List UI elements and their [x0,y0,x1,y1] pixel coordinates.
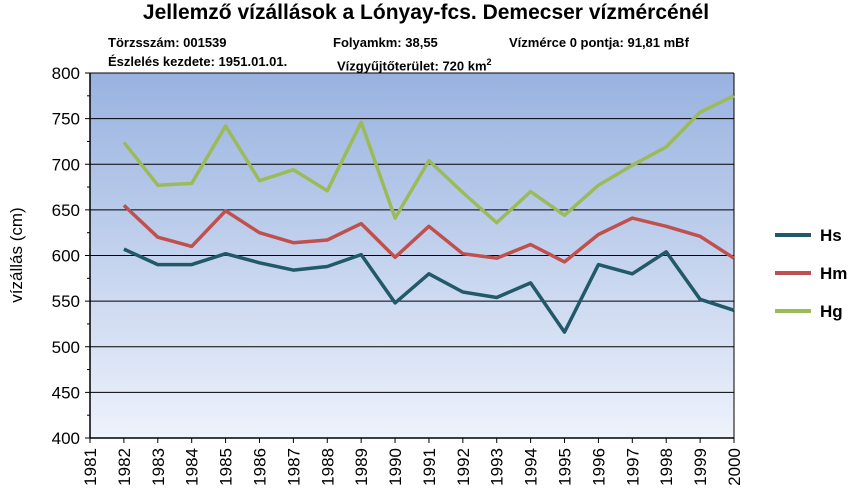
x-tick-label-1990: 1990 [386,448,405,486]
legend-label-hs: Hs [820,226,842,245]
y-tick-label-650: 650 [52,201,80,220]
x-tick-label-1985: 1985 [217,448,236,486]
axes [85,72,735,443]
series-lines [122,94,735,334]
x-tick-label-2000: 2000 [725,448,744,486]
river-km: Folyamkm: 38,55 [333,35,438,50]
x-tick-label-1983: 1983 [149,448,168,486]
x-tick-label-1999: 1999 [691,448,710,486]
y-tick-label-550: 550 [52,292,80,311]
catchment-area-unit-exponent: 2 [486,57,492,67]
series-line-hm [122,204,735,264]
legend-label-hm: Hm [820,264,847,283]
legend: Hs Hm Hg [775,226,847,321]
x-tick-labels: 1981 1982 1983 1984 1985 1986 1987 1988 1989 1990… [81,448,744,486]
chart-title: Jellemző vízállások a Lónyay-fcs. Demecs… [142,1,710,24]
x-tick-label-1988: 1988 [318,448,337,486]
catchment-area-text: Vízgyűjtőterület: 720 km [337,58,487,74]
x-tick-label-1995: 1995 [556,448,575,486]
x-tick-label-1981: 1981 [81,448,100,486]
y-tick-label-750: 750 [52,110,80,129]
gauge-zero: Vízmérce 0 pontja: 91,81 mBf [509,35,689,50]
x-tick-label-1994: 1994 [522,448,541,486]
series-line-hg [122,94,735,225]
x-tick-label-1992: 1992 [454,448,473,486]
x-tick-label-1991: 1991 [420,448,439,486]
y-tick-label-500: 500 [52,338,80,357]
y-tick-label-400: 400 [52,429,80,448]
x-tick-label-1984: 1984 [183,448,202,486]
x-tick-label-1997: 1997 [623,448,642,486]
y-tick-label-700: 700 [52,155,80,174]
x-tick-label-1989: 1989 [352,448,371,486]
catchment-area: Vízgyűjtőterület: 720 km2 [337,54,492,74]
x-tick-label-1982: 1982 [115,448,134,486]
y-tick-label-450: 450 [52,383,80,402]
series-line-hs [123,247,735,334]
x-tick-label-1998: 1998 [657,448,676,486]
x-tick-label-1987: 1987 [284,448,303,486]
y-tick-label-800: 800 [52,64,80,83]
legend-label-hg: Hg [820,302,843,321]
station-id: Törzsszám: 001539 [108,35,227,50]
y-axis-label: vízállás (cm) [7,207,26,302]
x-tick-label-1986: 1986 [250,448,269,486]
y-tick-label-600: 600 [52,247,80,266]
y-tick-labels: 400 450 500 550 600 650 700 750 800 [52,64,80,448]
x-tick-label-1993: 1993 [488,448,507,486]
x-tick-label-1996: 1996 [589,448,608,486]
observation-start: Észlelés kezdete: 1951.01.01. [108,54,288,69]
